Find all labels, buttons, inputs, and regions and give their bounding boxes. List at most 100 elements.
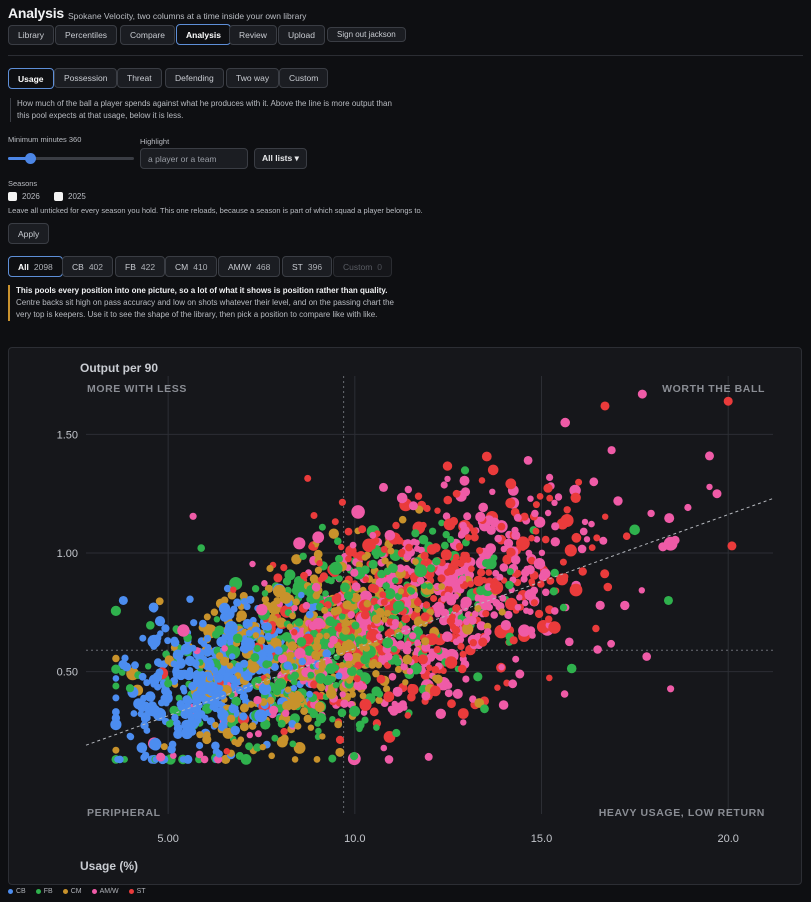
scatter-point <box>204 660 215 671</box>
scatter-point <box>344 660 353 669</box>
tab-threat[interactable]: Threat <box>117 68 162 88</box>
scatter-point <box>145 663 152 670</box>
nav-percentiles[interactable]: Percentiles <box>55 25 118 45</box>
tab-custom[interactable]: Custom <box>279 68 329 88</box>
scatter-point <box>290 684 298 692</box>
scatter-point <box>195 750 204 759</box>
scatter-point <box>469 695 477 703</box>
scatter-point <box>345 555 352 563</box>
scatter-point <box>162 690 172 700</box>
legend-swatch <box>128 888 134 894</box>
scatter-point <box>344 527 353 536</box>
season-2026-checkbox[interactable] <box>8 192 17 201</box>
min-minutes-slider-handle[interactable] <box>25 153 36 164</box>
scatter-point <box>218 668 226 676</box>
tab-possession[interactable]: Possession <box>54 68 118 88</box>
position-filter-am-w[interactable]: AM/W 468 <box>218 256 281 277</box>
scatter-point <box>394 665 403 673</box>
scatter-point <box>544 509 552 517</box>
scatter-point <box>456 619 463 626</box>
scatter-point <box>417 654 428 665</box>
min-minutes-slider-track[interactable] <box>8 157 134 160</box>
scatter-point <box>368 559 378 569</box>
scatter-point <box>241 637 255 652</box>
scatter-point <box>217 709 229 721</box>
scatter-point <box>336 575 343 582</box>
scatter-point <box>602 513 609 520</box>
scatter-point <box>520 575 528 583</box>
season-2026-label: 2026 <box>22 192 40 201</box>
scatter-point <box>280 734 289 743</box>
scatter-point <box>444 585 453 594</box>
tab-defending[interactable]: Defending <box>165 68 224 88</box>
scatter-point <box>170 752 177 759</box>
scatter-point <box>376 690 384 698</box>
scatter-point <box>620 600 630 611</box>
scatter-point <box>334 537 342 545</box>
scatter-point <box>402 654 413 665</box>
scatter-point <box>380 598 388 606</box>
scatter-point <box>505 478 517 490</box>
lists-dropdown[interactable]: All lists ▾ <box>254 148 307 169</box>
scatter-point <box>350 752 359 761</box>
scatter-point <box>262 660 271 669</box>
scatter-point <box>179 756 187 763</box>
tab-two-way[interactable]: Two way <box>226 68 280 88</box>
scatter-point <box>484 515 494 525</box>
scatter-point <box>423 504 431 513</box>
chart-panel: 5.00 10.0 15.0 20.0 1.50 1.00 0.50 Output per 9… <box>8 347 802 885</box>
scatter-point <box>294 722 302 730</box>
scatter-point <box>445 682 453 689</box>
position-filter-count: 468 <box>256 261 271 272</box>
scatter-point <box>317 683 326 692</box>
nav-review[interactable]: Review <box>229 25 277 45</box>
scatter-point <box>457 708 469 719</box>
scatter-point <box>593 645 602 654</box>
scatter-point <box>622 532 631 540</box>
tab-usage[interactable]: Usage <box>8 68 54 89</box>
scatter-point <box>302 601 311 610</box>
nav-compare[interactable]: Compare <box>120 25 175 45</box>
scatter-point <box>141 751 150 759</box>
scatter-point <box>303 714 312 723</box>
position-filter-fb[interactable]: FB 422 <box>115 256 166 277</box>
scatter-point <box>316 632 323 640</box>
scatter-point <box>398 515 407 524</box>
scatter-point <box>322 649 332 659</box>
scatter-point <box>414 639 421 646</box>
scatter-point <box>421 637 430 646</box>
season-2025-checkbox[interactable] <box>54 192 63 201</box>
position-filter-all[interactable]: All 2098 <box>8 256 63 277</box>
nav-analysis[interactable]: Analysis <box>176 24 231 45</box>
position-filter-cm[interactable]: CM 410 <box>165 256 218 277</box>
scatter-point <box>270 615 278 623</box>
apply-button[interactable]: Apply <box>8 223 50 244</box>
scatter-point <box>298 591 305 599</box>
scatter-point <box>140 694 148 702</box>
scatter-point <box>140 712 151 722</box>
position-filter-cb[interactable]: CB 402 <box>62 256 113 277</box>
highlight-input[interactable]: a player or a team <box>140 148 248 169</box>
scatter-point <box>362 576 370 583</box>
scatter-point <box>227 714 236 723</box>
scatter-point <box>328 528 339 539</box>
scatter-point <box>595 600 605 610</box>
scatter-point <box>475 511 486 522</box>
scatter-point <box>288 691 296 699</box>
legend-label: CM <box>70 888 82 895</box>
chart-legend: CB FB CM AM/W ST <box>8 888 146 895</box>
nav-library[interactable]: Library <box>8 25 54 45</box>
scatter-point <box>727 541 737 551</box>
scatter-point <box>112 675 120 682</box>
position-filter-st[interactable]: ST 396 <box>282 256 333 277</box>
scatter-point <box>228 653 236 660</box>
nav-upload[interactable]: Upload <box>278 25 325 45</box>
scatter-point <box>213 616 221 623</box>
scatter-point <box>383 691 395 703</box>
sign-out-button[interactable]: Sign out jackson <box>327 27 406 42</box>
scatter-point <box>381 557 389 565</box>
scatter-point <box>371 614 381 624</box>
scatter-point <box>204 624 212 631</box>
scatter-point <box>211 700 220 709</box>
scatter-point <box>400 663 408 671</box>
